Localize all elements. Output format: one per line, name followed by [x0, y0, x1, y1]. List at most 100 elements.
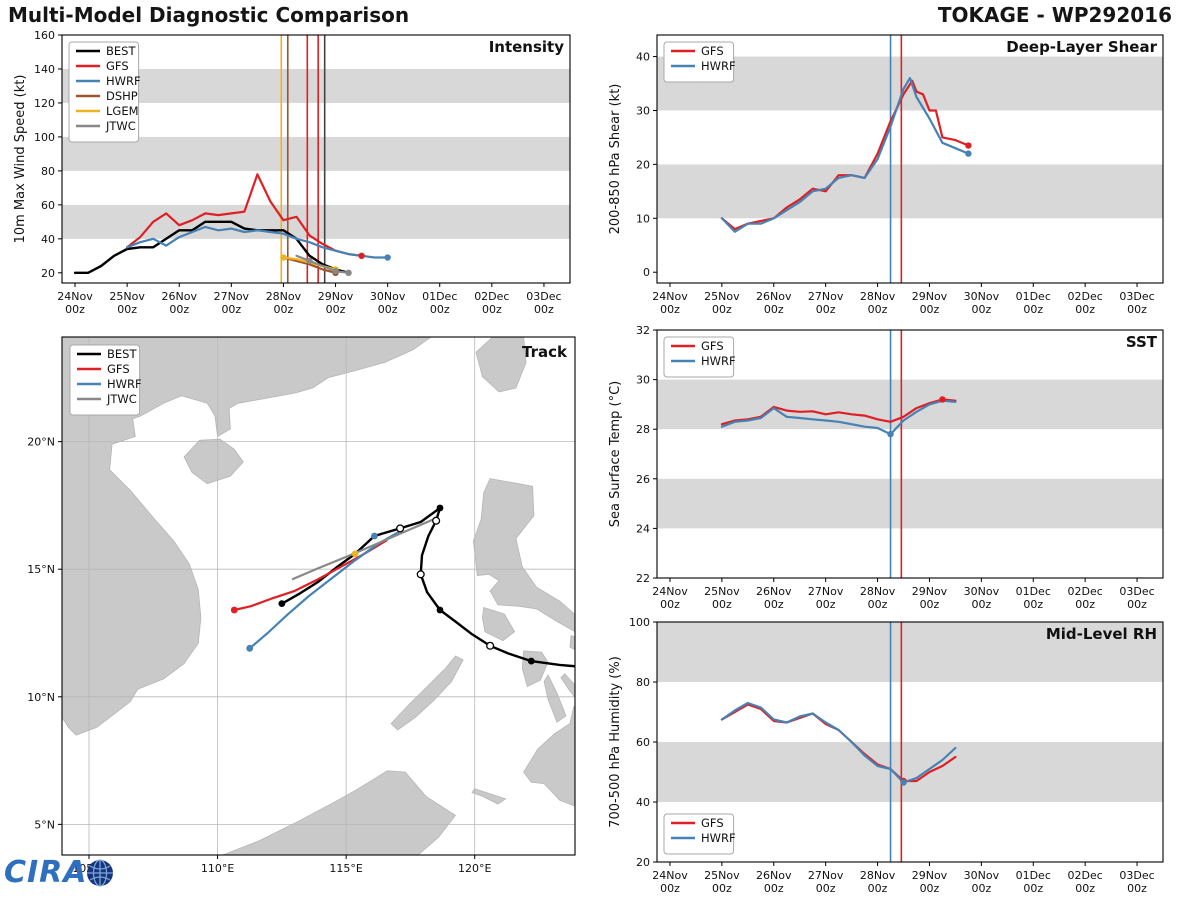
legend-label-hwrf: HWRF	[701, 59, 736, 73]
track-marker-open	[416, 570, 425, 579]
series-marker	[965, 142, 972, 149]
x-tick-hour: 00z	[816, 598, 836, 611]
land-luzon	[472, 478, 575, 633]
y-tick-label: 26	[636, 473, 650, 486]
x-tick-day: 03Dec	[1119, 869, 1154, 882]
x-tick-hour: 00z	[1023, 598, 1043, 611]
legend-label-hwrf: HWRF	[701, 831, 736, 845]
x-tick-hour: 00z	[868, 598, 888, 611]
x-tick-hour: 00z	[169, 303, 189, 316]
x-tick-day: 29Nov	[318, 290, 354, 303]
x-tick-hour: 00z	[868, 303, 888, 316]
track-gfs-line	[234, 538, 388, 612]
x-tick-hour: 00z	[712, 598, 732, 611]
x-tick-hour: 00z	[1075, 303, 1095, 316]
x-tick-hour: 00z	[660, 882, 680, 895]
shaded-band	[62, 204, 570, 239]
x-tick-hour: 00z	[274, 303, 294, 316]
x-tick-hour: 00z	[868, 882, 888, 895]
y-tick-label: 120	[34, 97, 55, 110]
shaded-band	[657, 742, 1163, 802]
y-tick-label: 24	[636, 522, 650, 535]
panel-intensity: 2040608010012014016024Nov00z25Nov00z26No…	[13, 29, 571, 316]
series-jtwc-line	[295, 254, 350, 274]
y-tick-label: 80	[41, 165, 55, 178]
legend-label-jtwc: JTWC	[105, 119, 136, 133]
x-tick-hour: 00z	[534, 303, 554, 316]
x-tick-hour: 00z	[712, 303, 732, 316]
x-tick-day: 26Nov	[161, 290, 197, 303]
x-tick-day: 29Nov	[912, 290, 948, 303]
y-tick-label: 20	[636, 856, 650, 869]
shaded-band	[657, 478, 1163, 529]
land-mindoro	[481, 606, 516, 642]
x-tick-hour: 00z	[1127, 598, 1147, 611]
map-content	[62, 337, 575, 855]
legend-box	[69, 344, 141, 416]
panel-title-shear: Deep-Layer Shear	[1006, 38, 1157, 56]
shaded-band	[657, 164, 1163, 219]
x-tick-day: 01Dec	[1016, 585, 1051, 598]
axes-frame	[61, 34, 571, 284]
x-tick-hour: 00z	[971, 598, 991, 611]
panel-title-intensity: Intensity	[489, 38, 565, 56]
series-best-line	[73, 220, 350, 274]
lon-tick-label: 115°E	[329, 862, 362, 875]
x-tick-hour: 00z	[816, 303, 836, 316]
x-tick-day: 24Nov	[652, 290, 688, 303]
legend-label-gfs: GFS	[701, 816, 724, 830]
legend-label-jtwc: JTWC	[106, 392, 137, 406]
legend-label-hwrf: HWRF	[107, 377, 142, 391]
series-dshp-line	[282, 256, 337, 274]
x-tick-day: 27Nov	[808, 290, 844, 303]
legend-label-gfs: GFS	[106, 59, 129, 73]
panel-track: 105°E110°E115°E120°E5°N10°N15°N20°NTrack…	[27, 336, 576, 875]
series-hwrf-line	[720, 701, 957, 784]
legend-label-gfs: GFS	[107, 362, 130, 376]
track-marker-open	[432, 516, 441, 525]
shaded-band	[657, 622, 1163, 682]
x-tick-day: 30Nov	[964, 585, 1000, 598]
x-tick-hour: 00z	[660, 598, 680, 611]
axes-frame	[656, 34, 1164, 284]
land-samar-leyte	[569, 635, 575, 651]
y-axis-label: 10m Max Wind Speed (kt)	[13, 75, 28, 244]
lat-tick-label: 20°N	[27, 436, 55, 449]
track-marker	[436, 504, 444, 512]
land-taiwan	[475, 337, 527, 393]
y-tick-label: 10	[636, 212, 650, 225]
land-cebu-bohol	[560, 673, 575, 699]
x-tick-day: 25Nov	[704, 869, 740, 882]
x-tick-hour: 00z	[1023, 882, 1043, 895]
y-tick-label: 60	[41, 199, 55, 212]
legend-label-hwrf: HWRF	[701, 354, 736, 368]
track-marker	[278, 600, 286, 608]
x-tick-day: 02Dec	[1068, 869, 1103, 882]
x-tick-day: 28Nov	[266, 290, 302, 303]
land-mainland-asia	[62, 337, 432, 736]
land-palawan	[390, 655, 464, 731]
series-marker	[939, 396, 946, 403]
series-marker	[345, 269, 352, 277]
x-tick-hour: 00z	[1075, 882, 1095, 895]
panel-sst: 22242628303224Nov00z25Nov00z26Nov00z27No…	[608, 324, 1164, 611]
y-tick-label: 60	[636, 736, 650, 749]
lon-tick-label: 120°E	[458, 862, 491, 875]
track-marker	[436, 606, 444, 614]
y-tick-label: 32	[636, 324, 650, 337]
y-tick-label: 140	[34, 63, 55, 76]
x-tick-day: 26Nov	[756, 869, 792, 882]
panel-title-track: Track	[522, 343, 568, 361]
x-tick-day: 03Dec	[1119, 585, 1154, 598]
x-tick-hour: 00z	[326, 303, 346, 316]
x-tick-hour: 00z	[378, 303, 398, 316]
x-tick-day: 26Nov	[756, 290, 792, 303]
cira-logo: CIRA	[4, 858, 115, 888]
x-tick-day: 02Dec	[474, 290, 509, 303]
x-tick-day: 24Nov	[652, 869, 688, 882]
y-axis-label: 700-500 hPa Humidity (%)	[608, 656, 623, 828]
x-tick-day: 01Dec	[422, 290, 457, 303]
track-marker	[230, 606, 238, 614]
